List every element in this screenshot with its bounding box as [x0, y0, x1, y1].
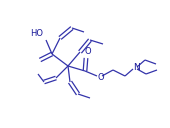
Text: HO: HO [30, 29, 44, 39]
Text: O: O [85, 46, 91, 56]
Text: O: O [98, 73, 104, 83]
Text: N: N [134, 62, 140, 72]
